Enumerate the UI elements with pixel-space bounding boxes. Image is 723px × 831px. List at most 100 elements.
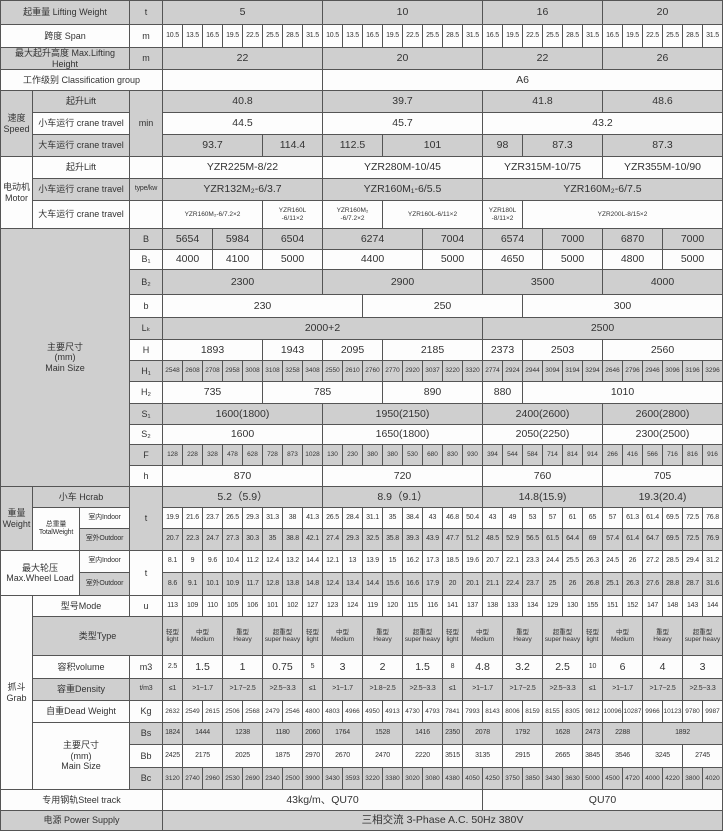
cell-span: 10.5 [163, 25, 183, 48]
cell-volume: 2 [363, 656, 403, 679]
unit-h1: H₁ [130, 361, 163, 382]
cell-Bc: 3850 [523, 768, 543, 790]
cell-mode: 110 [203, 596, 223, 617]
cell-Lk: 2500 [483, 318, 723, 340]
cell-Bs: 1628 [543, 723, 583, 745]
cell-H1: 2708 [203, 361, 223, 382]
cell-grab-type: 超重型 super heavy [543, 617, 583, 656]
cell-span: 16.5 [363, 25, 383, 48]
cell-mode: 116 [423, 596, 443, 617]
cell-density: >1.7~2.5 [223, 679, 263, 701]
cell-wheel-outdoor: 22.4 [503, 573, 523, 596]
cell-classification: A6 [323, 70, 723, 91]
cell-total-indoor: 26.5 [223, 508, 243, 529]
cell-mode: 143 [683, 596, 703, 617]
cell-grab-type: 超重型 super heavy [263, 617, 303, 656]
cell-total-outdoor: 27.4 [323, 529, 343, 551]
label-main-size: 主要尺寸 (mm) Main Size [0, 229, 130, 487]
cell-H1: 2920 [403, 361, 423, 382]
cell-F: 1028 [303, 445, 323, 466]
cell-dead-weight: 10123 [663, 701, 683, 723]
cell-motor-crane: YZR200L-8/15×2 [523, 201, 723, 229]
cell-F: 584 [523, 445, 543, 466]
cell-H1: 3196 [683, 361, 703, 382]
cell-H: 2185 [383, 340, 483, 361]
cell-wheel-indoor: 13.2 [283, 551, 303, 573]
cell-Bs: 2078 [463, 723, 503, 745]
cell-mode: 105 [223, 596, 243, 617]
cell-H: 2560 [603, 340, 723, 361]
unit-s2: S₂ [130, 425, 163, 445]
cell-F: 380 [363, 445, 383, 466]
cell-max-height: 20 [323, 48, 483, 70]
cell-volume: 3 [323, 656, 363, 679]
cell-span: 28.5 [283, 25, 303, 48]
cell-H: 2503 [523, 340, 603, 361]
cell-wheel-indoor: 25.5 [563, 551, 583, 573]
cell-total-indoor: 57 [603, 508, 623, 529]
cell-Bb: 2175 [183, 745, 223, 768]
unit-h: h [130, 466, 163, 487]
cell-Bb: 2470 [363, 745, 403, 768]
cell-total-indoor: 28.4 [343, 508, 363, 529]
cell-S2: 1600 [163, 425, 323, 445]
label-motor: 电动机 Motor [0, 157, 33, 229]
cell-H1: 3408 [303, 361, 323, 382]
cell-span: 16.5 [483, 25, 503, 48]
cell-F: 130 [323, 445, 343, 466]
cell-total-outdoor: 42.1 [303, 529, 323, 551]
cell-Bs: 1238 [223, 723, 263, 745]
unit-blank [130, 201, 163, 229]
cell-crab: 5.2（5.9） [163, 487, 323, 508]
cell-total-outdoor: 47.7 [443, 529, 463, 551]
cell-motor-crane: YZR160M₂-6/7.2×2 [163, 201, 263, 229]
cell-H1: 3294 [583, 361, 603, 382]
cell-F: 394 [483, 445, 503, 466]
cell-power-supply: 三相交流 3-Phase A.C. 50Hz 380V [163, 811, 723, 831]
cell-B1: 4800 [603, 250, 663, 270]
cell-F: 128 [163, 445, 183, 466]
cell-B: 7000 [543, 229, 603, 250]
cell-grab-type: 超重型 super heavy [403, 617, 443, 656]
cell-total-outdoor: 56.5 [523, 529, 543, 551]
cell-Bc: 3750 [503, 768, 523, 790]
cell-H: 2373 [483, 340, 523, 361]
cell-volume: 1 [223, 656, 263, 679]
cell-span: 31.5 [583, 25, 603, 48]
cell-mode: 123 [323, 596, 343, 617]
cell-F: 873 [283, 445, 303, 466]
cell-motor-lift: YZR280M-10/45 [323, 157, 483, 179]
cell-mode: 109 [183, 596, 203, 617]
cell-H2: 890 [383, 382, 483, 404]
label-dead-weight: 自重Dead Weight [33, 701, 130, 723]
cell-dead-weight: 8305 [563, 701, 583, 723]
cell-density: >1~1.7 [183, 679, 223, 701]
cell-total-outdoor: 64.4 [563, 529, 583, 551]
cell-density: ≤1 [163, 679, 183, 701]
cell-Lk: 2000+2 [163, 318, 483, 340]
label-type: 类型Type [33, 617, 163, 656]
cell-Bc: 3120 [163, 768, 183, 790]
cell-F: 628 [243, 445, 263, 466]
cell-B1: 5000 [423, 250, 483, 270]
label-speed: 速度 Speed [0, 91, 33, 157]
cell-volume: 10 [583, 656, 603, 679]
cell-S1: 1600(1800) [163, 404, 323, 425]
cell-speed-crane: 101 [383, 135, 483, 157]
cell-dead-weight: 2632 [163, 701, 183, 723]
cell-Bb: 3515 [443, 745, 463, 768]
cell-H2: 880 [483, 382, 523, 404]
cell-H: 1893 [163, 340, 263, 361]
cell-steel-track: 43kg/m、QU70 [163, 790, 483, 811]
cell-Bb: 2970 [303, 745, 323, 768]
cell-density: >1~1.7 [323, 679, 363, 701]
cell-span: 22.5 [523, 25, 543, 48]
cell-density: >1.8~2.5 [363, 679, 403, 701]
cell-wheel-indoor: 14.4 [303, 551, 323, 573]
cell-F: 230 [343, 445, 363, 466]
cell-F: 530 [403, 445, 423, 466]
cell-total-indoor: 61.3 [623, 508, 643, 529]
cell-H1: 2774 [483, 361, 503, 382]
cell-wheel-outdoor: 15.6 [383, 573, 403, 596]
cell-b: 230 [163, 295, 363, 318]
